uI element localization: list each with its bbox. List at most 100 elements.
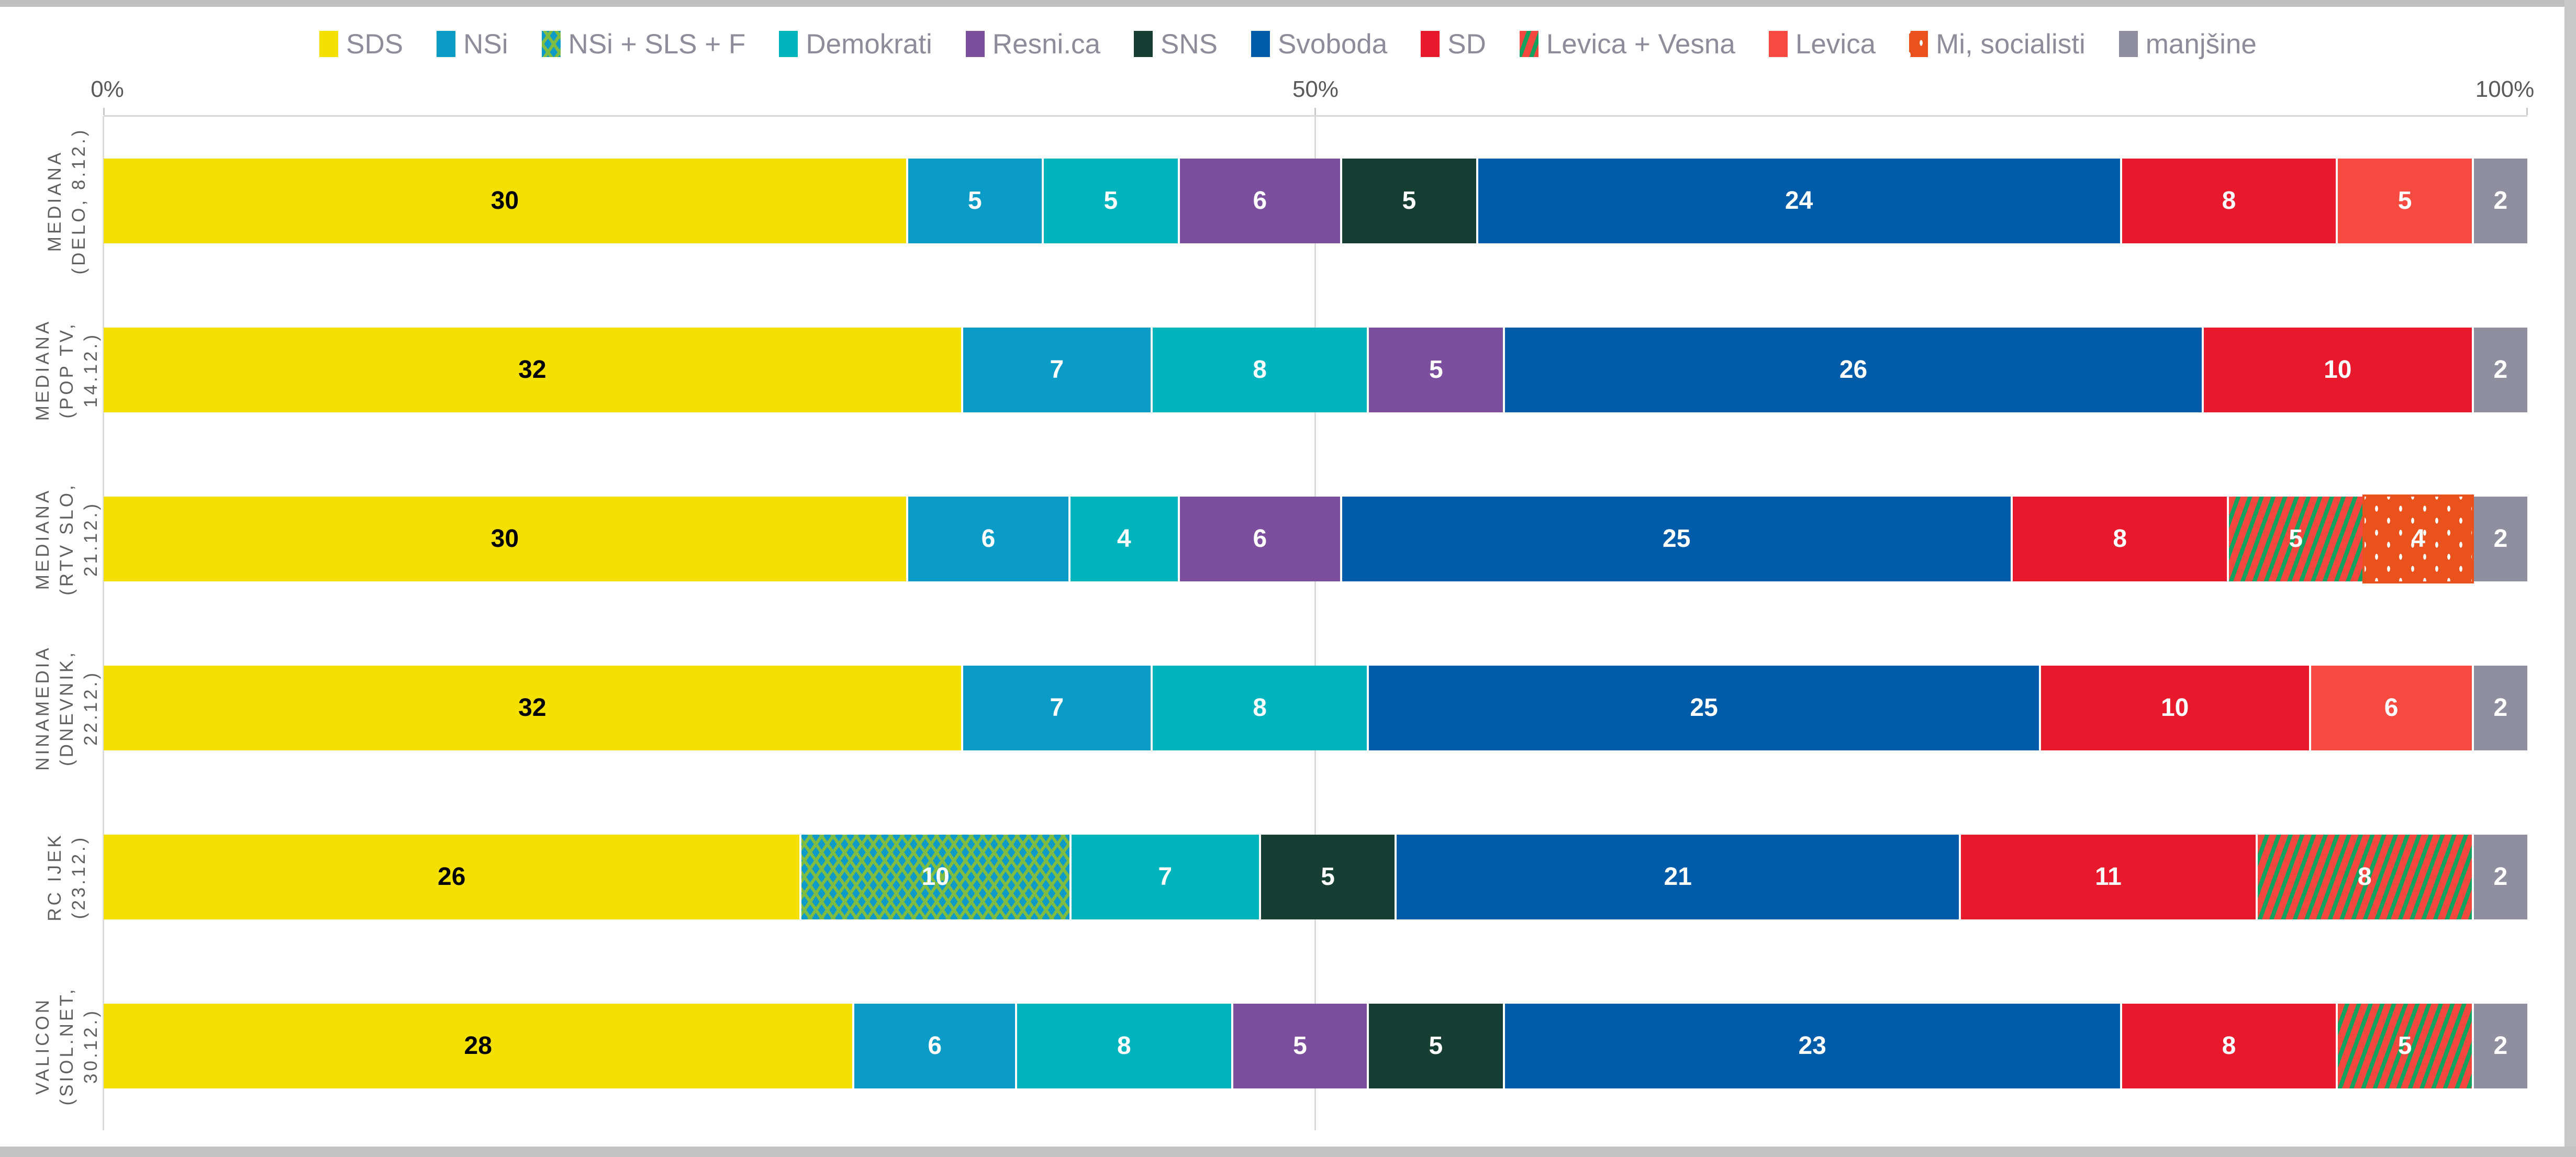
segment-value: 8 — [2222, 187, 2236, 215]
bar-segment-svoboda: 24 — [1478, 158, 2120, 243]
stacked-bar: 32 7 8 25 10 6 2 — [104, 665, 2527, 750]
poll-row-1: MEDIANA (DELO, 8.12.) 30 5 5 6 5 24 8 5 2 — [44, 116, 2527, 285]
stacked-bar: 32 7 8 5 26 10 2 — [104, 327, 2528, 412]
poll-row-4: NINAMEDIA (DNEVNIK, 22.12.) 32 7 8 25 10 6 2 — [32, 623, 2527, 792]
pollster-label-text: MEDIANA (RTV SLO, 21.12.) — [32, 482, 101, 596]
legend-label: Demokrati — [806, 28, 932, 60]
segment-value: 26 — [1839, 356, 1868, 384]
x-axis-label-100: 100% — [2475, 76, 2535, 102]
legend-swatch-icon — [779, 31, 798, 57]
bar-segment-sns: 5 — [1369, 1003, 1503, 1088]
bar-segment-svoboda: 25 — [1369, 665, 2039, 750]
legend-item-sns: SNS — [1134, 28, 1218, 60]
bar-segment-manj-ine: 2 — [2473, 1003, 2527, 1088]
legend-item-sds: SDS — [319, 28, 403, 60]
legend-label: SD — [1447, 28, 1486, 60]
segment-value: 10 — [2324, 356, 2352, 384]
window-bottom-edge — [0, 1147, 2576, 1157]
bar-segment-sds: 30 — [104, 496, 906, 581]
segment-value: 5 — [1402, 187, 1417, 215]
bar-segment-manj-ine: 2 — [2473, 327, 2528, 412]
segment-value: 6 — [928, 1032, 942, 1060]
legend-swatch-icon — [1519, 31, 1538, 57]
segment-value: 5 — [2289, 525, 2303, 553]
bar-segment-demokrati: 5 — [1044, 158, 1178, 243]
x-axis-tick-50 — [1314, 108, 1316, 115]
pollster-label-text: MEDIANA (POP TV, 14.12.) — [32, 319, 101, 421]
legend-label: SNS — [1161, 28, 1218, 60]
segment-value: 32 — [518, 356, 547, 384]
segment-value: 7 — [1050, 356, 1064, 384]
pollster-label-text: RC IJEK (23.12.) — [44, 832, 89, 922]
bar-segment-svoboda: 25 — [1342, 496, 2011, 581]
segment-value: 4 — [2411, 525, 2425, 553]
segment-value: 26 — [438, 863, 466, 891]
segment-value: 5 — [2397, 187, 2412, 215]
bar-segment-demokrati: 7 — [1071, 834, 1259, 919]
poll-row-5: RC IJEK (23.12.) 26 10 7 5 21 11 8 2 — [44, 792, 2527, 961]
window-right-edge — [2564, 0, 2576, 1157]
legend-label: SDS — [346, 28, 404, 60]
bar-segment-manj-ine: 2 — [2473, 665, 2527, 750]
segment-value: 11 — [2095, 863, 2122, 891]
legend-item-mi-socialisti: Mi, socialisti — [1909, 28, 2086, 60]
bar-segment-levica: 5 — [2338, 158, 2472, 243]
plot-area: MEDIANA (DELO, 8.12.) 30 5 5 6 5 24 8 5 2 MEDIANA (P… — [32, 108, 2528, 1130]
bar-segment-resni-ca: 5 — [1233, 1003, 1367, 1088]
segment-value: 2 — [2493, 1032, 2508, 1060]
bar-segment-nsi: 7 — [963, 327, 1151, 412]
segment-value: 10 — [2160, 694, 2189, 722]
bar-segment-demokrati: 4 — [1070, 496, 1178, 581]
bar-segment-demokrati: 8 — [1152, 327, 1367, 412]
legend-swatch-icon — [1251, 31, 1270, 57]
legend-label: Mi, socialisti — [1936, 28, 2086, 60]
legend-swatch-icon — [1134, 31, 1153, 57]
bar-segment-nsi: 7 — [963, 665, 1151, 750]
bar-segment-sd: 8 — [2122, 1003, 2336, 1088]
bar-segment-demokrati: 8 — [1152, 665, 1367, 750]
segment-value: 5 — [968, 187, 982, 215]
segment-value: 24 — [1785, 187, 1813, 215]
legend-swatch-icon — [965, 31, 985, 57]
pollster-label-text: MEDIANA (DELO, 8.12.) — [44, 127, 89, 274]
bar-segment-resni-ca: 6 — [1179, 496, 1341, 581]
x-axis-tick-0 — [103, 108, 105, 115]
legend-label: manjšine — [2145, 28, 2257, 60]
legend-item-nsi: NSi — [437, 28, 508, 60]
segment-value: 2 — [2493, 525, 2508, 553]
segment-value: 2 — [2493, 356, 2508, 384]
bar-segment-sds: 30 — [104, 158, 906, 243]
segment-value: 7 — [1050, 694, 1064, 722]
segment-value: 5 — [1103, 187, 1118, 215]
legend-label: Resni.ca — [992, 28, 1101, 60]
segment-value: 7 — [1158, 863, 1173, 891]
segment-value: 30 — [490, 187, 519, 215]
bar-segment-demokrati: 8 — [1017, 1003, 1231, 1088]
pollster-label-text: NINAMEDIA (DNEVNIK, 22.12.) — [32, 645, 101, 771]
segment-value: 4 — [1117, 525, 1131, 553]
legend-item-resni-ca: Resni.ca — [965, 28, 1101, 60]
segment-value: 8 — [2222, 1032, 2236, 1060]
segment-value: 8 — [1117, 1032, 1131, 1060]
segment-value: 25 — [1663, 525, 1691, 553]
bar-segment-nsi-sls-f: 10 — [801, 834, 1069, 919]
segment-value: 32 — [518, 694, 547, 722]
segment-value: 5 — [1429, 1032, 1443, 1060]
bar-segment-manj-ine: 2 — [2473, 158, 2527, 243]
segment-value: 2 — [2493, 694, 2508, 722]
legend-label: NSi + SLS + F — [568, 28, 746, 60]
bar-segment-sd: 8 — [2013, 496, 2227, 581]
legend-item-levica-vesna: Levica + Vesna — [1519, 28, 1735, 60]
stacked-bar: 26 10 7 5 21 11 8 2 — [104, 834, 2527, 919]
legend-swatch-icon — [1909, 31, 1928, 57]
segment-value: 28 — [464, 1032, 492, 1060]
poll-row-6: VALICON (SIOL.NET, 30.12.) 28 6 8 5 5 23 8 5 2 — [32, 961, 2527, 1130]
legend-label: NSi — [463, 28, 508, 60]
legend-swatch-icon — [2118, 31, 2138, 57]
poll-row-2: MEDIANA (POP TV, 14.12.) 32 7 8 5 26 10 2 — [32, 285, 2528, 454]
bar-segment-sd: 10 — [2203, 327, 2472, 412]
segment-value: 30 — [490, 525, 519, 553]
segment-value: 6 — [1253, 187, 1267, 215]
bar-segment-sd: 8 — [2122, 158, 2336, 243]
rows: MEDIANA (DELO, 8.12.) 30 5 5 6 5 24 8 5 2 MEDIANA (P… — [32, 116, 2528, 1130]
